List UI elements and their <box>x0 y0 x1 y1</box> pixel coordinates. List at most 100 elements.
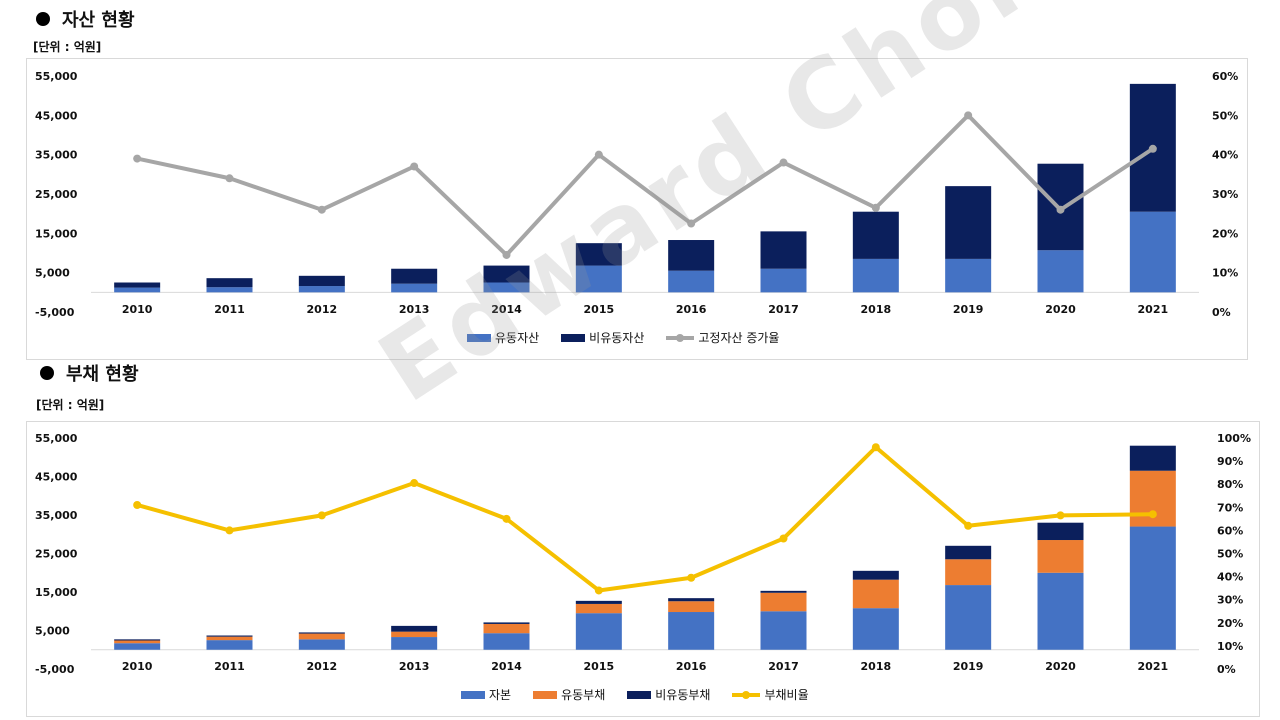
x-tick-label: 2016 <box>676 303 707 316</box>
y2-tick-label: 60% <box>1212 70 1238 83</box>
bullet-icon <box>40 366 54 380</box>
legend-swatch <box>461 690 485 699</box>
bar-series-1-2016 <box>668 240 715 271</box>
bar-series-2-2010 <box>114 639 161 641</box>
legend-item: 유동부채 <box>533 686 605 703</box>
line-point-2017 <box>779 158 788 167</box>
bar-series-0-2018 <box>852 258 899 293</box>
y-tick-label: 35,000 <box>35 509 78 522</box>
bar-series-0-2021 <box>1129 211 1176 293</box>
line-point-2021 <box>1148 144 1157 153</box>
bar-series-0-2015 <box>575 265 622 293</box>
y-tick-label: 55,000 <box>35 432 78 445</box>
legend-swatch <box>732 690 761 699</box>
bar-series-2-2011 <box>206 635 253 637</box>
y-tick-label: -5,000 <box>35 663 75 676</box>
bar-series-0-2012 <box>298 639 345 650</box>
bar-series-0-2010 <box>114 643 161 650</box>
legend-label: 고정자산 증가율 <box>698 331 780 345</box>
asset-unit-label: [단위 : 억원] <box>33 40 102 54</box>
bar-series-0-2011 <box>206 640 253 650</box>
y-tick-label: 55,000 <box>35 70 78 83</box>
line-series <box>136 113 1154 257</box>
y2-tick-label: 40% <box>1212 149 1238 162</box>
y-tick-label: 25,000 <box>35 188 78 201</box>
bar-series-2-2015 <box>575 600 622 604</box>
y2-tick-label: 20% <box>1217 617 1243 630</box>
line-point-2013 <box>410 479 419 488</box>
y2-tick-label: 0% <box>1217 663 1236 676</box>
bar-series-1-2014 <box>483 265 530 283</box>
liability-title-text: 부채 현황 <box>66 364 139 385</box>
line-point-2010 <box>133 154 142 163</box>
legend-item: 비유동자산 <box>561 329 644 346</box>
bar-series-1-2019 <box>945 186 992 259</box>
y-tick-label: 5,000 <box>35 267 70 280</box>
line-point-2010 <box>133 500 142 509</box>
liability-chart: 55,000 45,000 35,000 25,000 15,000 5,000 -5,00… <box>35 432 1251 676</box>
bar-series-2-2016 <box>668 598 715 602</box>
y2-tick-label: 90% <box>1217 455 1243 468</box>
y2-tick-label: 80% <box>1217 478 1243 491</box>
bar-series-0-2014 <box>483 633 530 650</box>
x-tick-label: 2014 <box>491 303 522 316</box>
bar-series-2-2018 <box>852 570 899 580</box>
legend-item: 비유동부채 <box>627 686 710 703</box>
bar-series-1-2018 <box>852 579 899 609</box>
bar-series-1-2015 <box>575 243 622 266</box>
bar-series-1-2011 <box>206 278 253 288</box>
y2-tick-label: 10% <box>1217 640 1243 653</box>
legend-item: 부채비율 <box>732 686 809 703</box>
legend-item: 고정자산 증가율 <box>666 329 779 346</box>
bar-series-1-2010 <box>114 640 161 644</box>
line-point-2018 <box>871 203 880 212</box>
bar-series-0-2016 <box>668 270 715 293</box>
y2-tick-label: 70% <box>1217 501 1243 514</box>
liability-legend: 자본 유동부채 비유동부채 부채비율 <box>461 686 809 703</box>
bar-series-2-2019 <box>945 545 992 560</box>
bar-series-0-2017 <box>760 611 807 650</box>
y2-tick-label: 30% <box>1212 188 1238 201</box>
line-point-2013 <box>410 162 419 171</box>
line-point-2011 <box>225 526 234 535</box>
bar-series-2-2014 <box>483 622 530 624</box>
bar-series-2-2013 <box>391 625 438 632</box>
bar-series-0-2012 <box>298 286 345 293</box>
x-tick-label: 2020 <box>1045 303 1076 316</box>
line-point-2018 <box>871 443 880 452</box>
y-tick-label: 15,000 <box>35 227 78 240</box>
bar-series-2-2020 <box>1037 522 1084 541</box>
x-tick-label: 2021 <box>1138 660 1169 673</box>
line-point-2014 <box>502 250 511 259</box>
line-point-2015 <box>594 586 603 595</box>
bar-series-1-2013 <box>391 631 438 638</box>
bar-series-1-2015 <box>575 603 622 614</box>
x-tick-label: 2021 <box>1138 303 1169 316</box>
y2-tick-label: 0% <box>1212 306 1231 319</box>
bar-series-0-2018 <box>852 608 899 650</box>
legend-label: 자본 <box>489 688 512 702</box>
bar-series-1-2011 <box>206 636 253 641</box>
bar-series-1-2018 <box>852 211 899 259</box>
x-tick-label: 2013 <box>399 303 430 316</box>
line-point-2021 <box>1148 510 1157 519</box>
x-tick-label: 2010 <box>122 660 153 673</box>
line-point-2020 <box>1056 511 1065 520</box>
bar-series-1-2010 <box>114 282 161 288</box>
asset-legend: 유동자산 비유동자산 고정자산 증가율 <box>467 329 779 346</box>
y2-tick-label: 10% <box>1212 267 1238 280</box>
bar-series-0-2019 <box>945 585 992 650</box>
asset-chart: 55,000 45,000 35,000 25,000 15,000 5,000 -5,00… <box>35 70 1238 319</box>
line-point-2016 <box>687 219 696 228</box>
y-tick-label: 25,000 <box>35 548 78 561</box>
bar-series-0-2019 <box>945 258 992 293</box>
y-tick-label: 5,000 <box>35 625 70 638</box>
bullet-icon <box>36 12 50 26</box>
bar-series-2-2012 <box>298 632 345 634</box>
x-tick-label: 2012 <box>307 660 338 673</box>
bar-series-0-2013 <box>391 637 438 650</box>
line-point-2020 <box>1056 205 1065 214</box>
bar-series-1-2014 <box>483 623 530 634</box>
x-tick-label: 2016 <box>676 660 707 673</box>
line-point-2011 <box>225 174 234 183</box>
